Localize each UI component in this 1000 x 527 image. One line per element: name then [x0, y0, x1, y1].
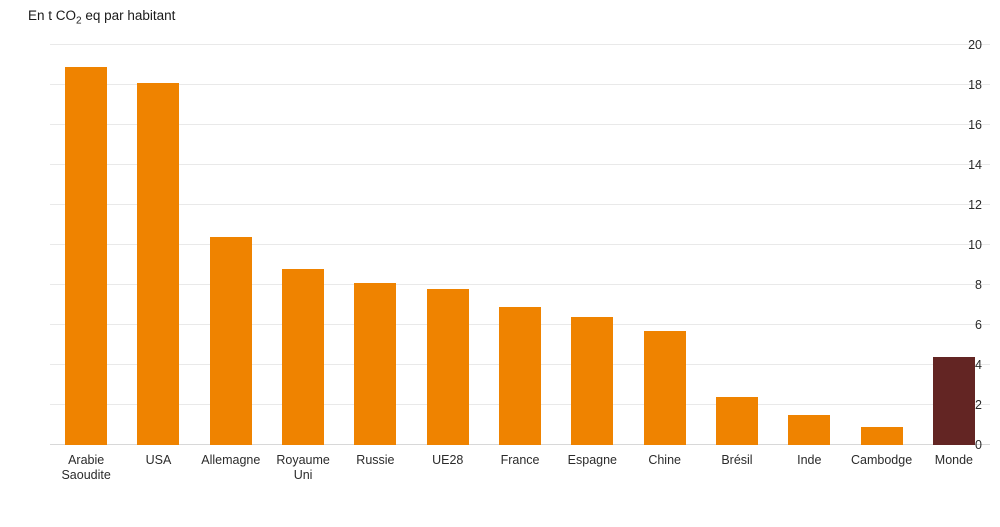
- bar-slot: Brésil: [701, 45, 773, 467]
- y-tick-label: 6: [975, 318, 982, 332]
- x-category-label: USA: [145, 453, 172, 467]
- gridline: [50, 124, 990, 125]
- bar-value: [571, 317, 614, 445]
- x-category-label: Inde: [797, 453, 822, 467]
- y-tick-label: 10: [968, 238, 982, 252]
- bar-slot: Cambodge: [845, 45, 917, 467]
- bar-slot: Royaume Uni: [267, 45, 339, 482]
- x-category-label: Russie: [356, 453, 395, 467]
- y-tick-label: 4: [975, 358, 982, 372]
- x-category-label: Chine: [648, 453, 681, 467]
- y-tick-label: 0: [975, 438, 982, 452]
- bar-value: [426, 289, 469, 445]
- chart-title-suffix: eq par habitant: [81, 8, 176, 23]
- x-category-label: Royaume Uni: [276, 453, 330, 482]
- bar-slot: Russie: [339, 45, 411, 467]
- chart-title-prefix: En t CO: [28, 8, 77, 23]
- bar-value: [354, 283, 397, 445]
- bars-row: Arabie Saoudite USA Allemagne Royaume Uni Ru…: [50, 45, 990, 482]
- x-category-label: Brésil: [721, 453, 753, 467]
- x-category-label: Allemagne: [201, 453, 261, 467]
- y-tick-label: 16: [968, 118, 982, 132]
- y-tick-label: 20: [968, 38, 982, 52]
- x-category-label: France: [500, 453, 540, 467]
- bar-value: [137, 83, 180, 445]
- chart-title: En t CO2 eq par habitant: [28, 8, 176, 26]
- bar-slot: Chine: [629, 45, 701, 467]
- bar-value: [788, 415, 831, 445]
- plot-area: 0 2 4 6 8 10 12 14 16 18 20 Arabie Saoudite USA Alle…: [50, 38, 990, 482]
- gridline: [50, 204, 990, 205]
- bar-slot: USA: [122, 45, 194, 467]
- bar-slot: Allemagne: [195, 45, 267, 467]
- bar-value: [282, 269, 325, 445]
- bar-slot: Inde: [773, 45, 845, 467]
- gridline: [50, 84, 990, 85]
- y-tick-label: 12: [968, 198, 982, 212]
- x-category-label: Monde: [934, 453, 974, 467]
- x-category-label: Arabie Saoudite: [61, 453, 111, 482]
- bar-slot: France: [484, 45, 556, 467]
- bar-highlight: [932, 357, 975, 445]
- gridline: [50, 164, 990, 165]
- y-tick-label: 14: [968, 158, 982, 172]
- bar-value: [65, 67, 108, 445]
- bar-slot: Espagne: [556, 45, 628, 467]
- bar-slot: Arabie Saoudite: [50, 45, 122, 482]
- x-category-label: UE28: [432, 453, 464, 467]
- bar-slot: Monde: [918, 45, 990, 467]
- bar-value: [209, 237, 252, 445]
- bar-value: [715, 397, 758, 445]
- chart-title-subscript: 2: [76, 15, 82, 27]
- bar-value: [860, 427, 903, 445]
- bar-value: [643, 331, 686, 445]
- bar-slot: UE28: [412, 45, 484, 467]
- x-category-label: Espagne: [567, 453, 618, 467]
- y-tick-label: 8: [975, 278, 982, 292]
- gridline: [50, 284, 990, 285]
- x-category-label: Cambodge: [851, 453, 913, 467]
- gridline: [50, 44, 990, 45]
- y-tick-label: 18: [968, 78, 982, 92]
- bar-value: [499, 307, 542, 445]
- y-tick-label: 2: [975, 398, 982, 412]
- gridline: [50, 244, 990, 245]
